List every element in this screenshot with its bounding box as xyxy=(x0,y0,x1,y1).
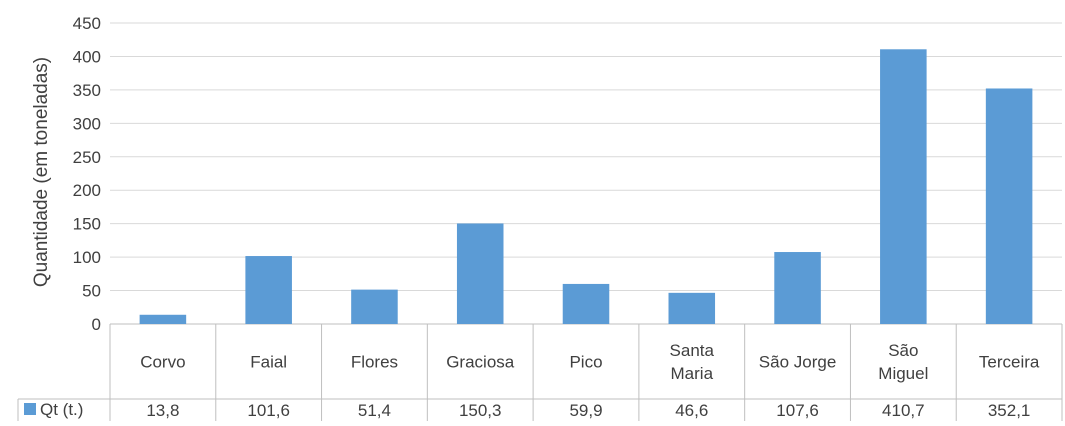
category-label: Santa xyxy=(670,341,715,360)
bar xyxy=(880,49,927,325)
category-label: Graciosa xyxy=(446,353,515,372)
category-label: Terceira xyxy=(979,353,1040,372)
y-tick-label: 350 xyxy=(73,81,101,100)
y-axis-label: Quantidade (em toneladas) xyxy=(31,57,52,287)
category-label: São Jorge xyxy=(759,353,837,372)
value-label: 352,1 xyxy=(988,401,1031,420)
y-tick-label: 450 xyxy=(73,14,101,33)
value-label: 410,7 xyxy=(882,401,925,420)
category-label: Corvo xyxy=(140,353,185,372)
value-label: 13,8 xyxy=(146,401,179,420)
category-label: Maria xyxy=(671,364,714,383)
value-label: 150,3 xyxy=(459,401,502,420)
y-tick-label: 50 xyxy=(82,282,101,301)
value-label: 46,6 xyxy=(675,401,708,420)
bar xyxy=(985,88,1033,324)
legend-key xyxy=(24,403,36,415)
y-tick-label: 150 xyxy=(73,215,101,234)
y-tick-label: 0 xyxy=(92,315,101,334)
series-name: Qt (t.) xyxy=(40,400,83,419)
category-label: Faial xyxy=(250,353,287,372)
category-label: Pico xyxy=(569,353,602,372)
category-label: Miguel xyxy=(878,364,928,383)
data-table: Corvo Faial Flores Graciosa Pico Santa Maria Sã… xyxy=(17,324,1063,421)
bar xyxy=(139,314,187,324)
bar xyxy=(774,252,821,324)
bar xyxy=(668,292,716,324)
bar xyxy=(351,289,398,324)
category-label: São xyxy=(888,341,918,360)
y-tick-label: 250 xyxy=(73,148,101,167)
value-label: 59,9 xyxy=(569,401,602,420)
value-label: 101,6 xyxy=(247,401,290,420)
y-tick-label: 200 xyxy=(73,181,101,200)
y-tick-label: 300 xyxy=(73,114,101,133)
bar xyxy=(456,223,504,324)
category-label: Flores xyxy=(351,353,398,372)
y-axis-ticks: 0 50 100 150 200 250 300 350 400 450 xyxy=(73,14,101,334)
value-label: 51,4 xyxy=(358,401,391,420)
value-label: 107,6 xyxy=(776,401,819,420)
y-tick-label: 100 xyxy=(73,248,101,267)
bar xyxy=(562,283,610,324)
y-tick-label: 400 xyxy=(73,47,101,66)
bars xyxy=(139,49,1033,325)
bar xyxy=(245,256,292,324)
